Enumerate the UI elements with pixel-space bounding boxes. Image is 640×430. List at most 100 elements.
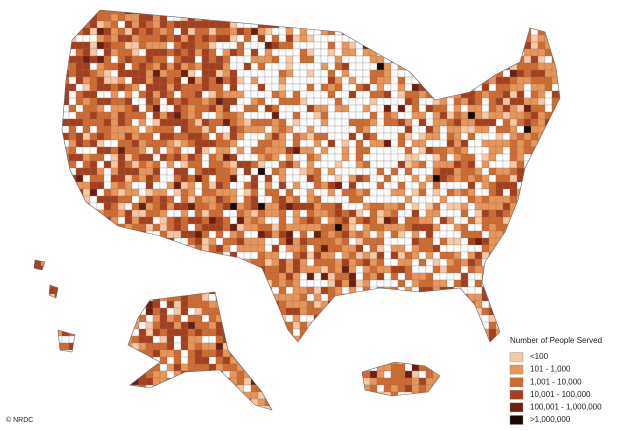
county [187,97,196,106]
county [187,328,196,337]
county [523,146,532,155]
county [481,160,490,169]
county [383,209,392,218]
county [243,41,252,50]
county [188,0,195,7]
county [195,413,202,420]
county [488,83,497,92]
county [222,160,231,169]
county [229,216,238,225]
county [509,76,518,85]
county [201,398,210,407]
county [124,13,133,22]
county [474,132,483,141]
county [187,146,196,155]
county [76,420,83,427]
county [446,391,455,400]
county [187,55,196,64]
county [334,20,343,29]
county [229,132,238,141]
county [90,420,97,427]
county [488,202,497,211]
county [313,384,322,393]
legend-swatch [509,352,524,362]
county [236,335,245,344]
county [278,27,287,36]
county [264,97,273,106]
county [47,244,56,253]
county [236,125,245,134]
county [138,111,147,120]
county [488,391,497,400]
county [446,342,455,351]
county [299,230,308,239]
county [138,244,147,253]
county [201,356,210,365]
county [306,300,315,309]
county [509,27,518,36]
county [460,363,469,372]
county [439,342,448,351]
county [313,223,322,232]
county [320,41,329,50]
county [229,363,238,372]
county [439,237,448,246]
county [502,349,511,358]
county [285,90,294,99]
county [390,160,399,169]
county [369,230,378,239]
county [215,265,224,274]
county [348,307,357,316]
county [96,398,105,407]
county [34,216,35,225]
county [278,132,287,141]
county [229,125,238,134]
county [537,160,546,169]
county [250,146,259,155]
county [376,300,385,309]
county [236,209,245,218]
county [355,174,364,183]
county [299,300,308,309]
county [362,139,371,148]
county [243,48,252,57]
county [299,174,308,183]
county [502,90,511,99]
county [47,181,56,190]
county [250,104,259,113]
county [89,363,98,372]
county [166,195,175,204]
county [566,49,573,56]
county [117,265,126,274]
county [404,300,413,309]
county [306,230,315,239]
county [180,363,189,372]
county [439,153,448,162]
county [117,13,126,22]
county [180,167,189,176]
county [75,13,84,22]
county [509,41,518,50]
county [222,55,231,64]
county [75,335,84,344]
county [236,104,245,113]
county [446,223,455,232]
county [334,97,343,106]
county [334,153,343,162]
county [362,153,371,162]
county [229,279,238,288]
county [292,41,301,50]
county [467,41,476,50]
county [278,13,287,22]
county [257,181,266,190]
county [34,230,35,239]
county [194,146,203,155]
county [418,139,427,148]
county [299,153,308,162]
county [299,83,308,92]
county [362,398,371,407]
county [516,251,525,260]
county [229,181,238,190]
county [236,27,245,36]
county [334,258,343,267]
